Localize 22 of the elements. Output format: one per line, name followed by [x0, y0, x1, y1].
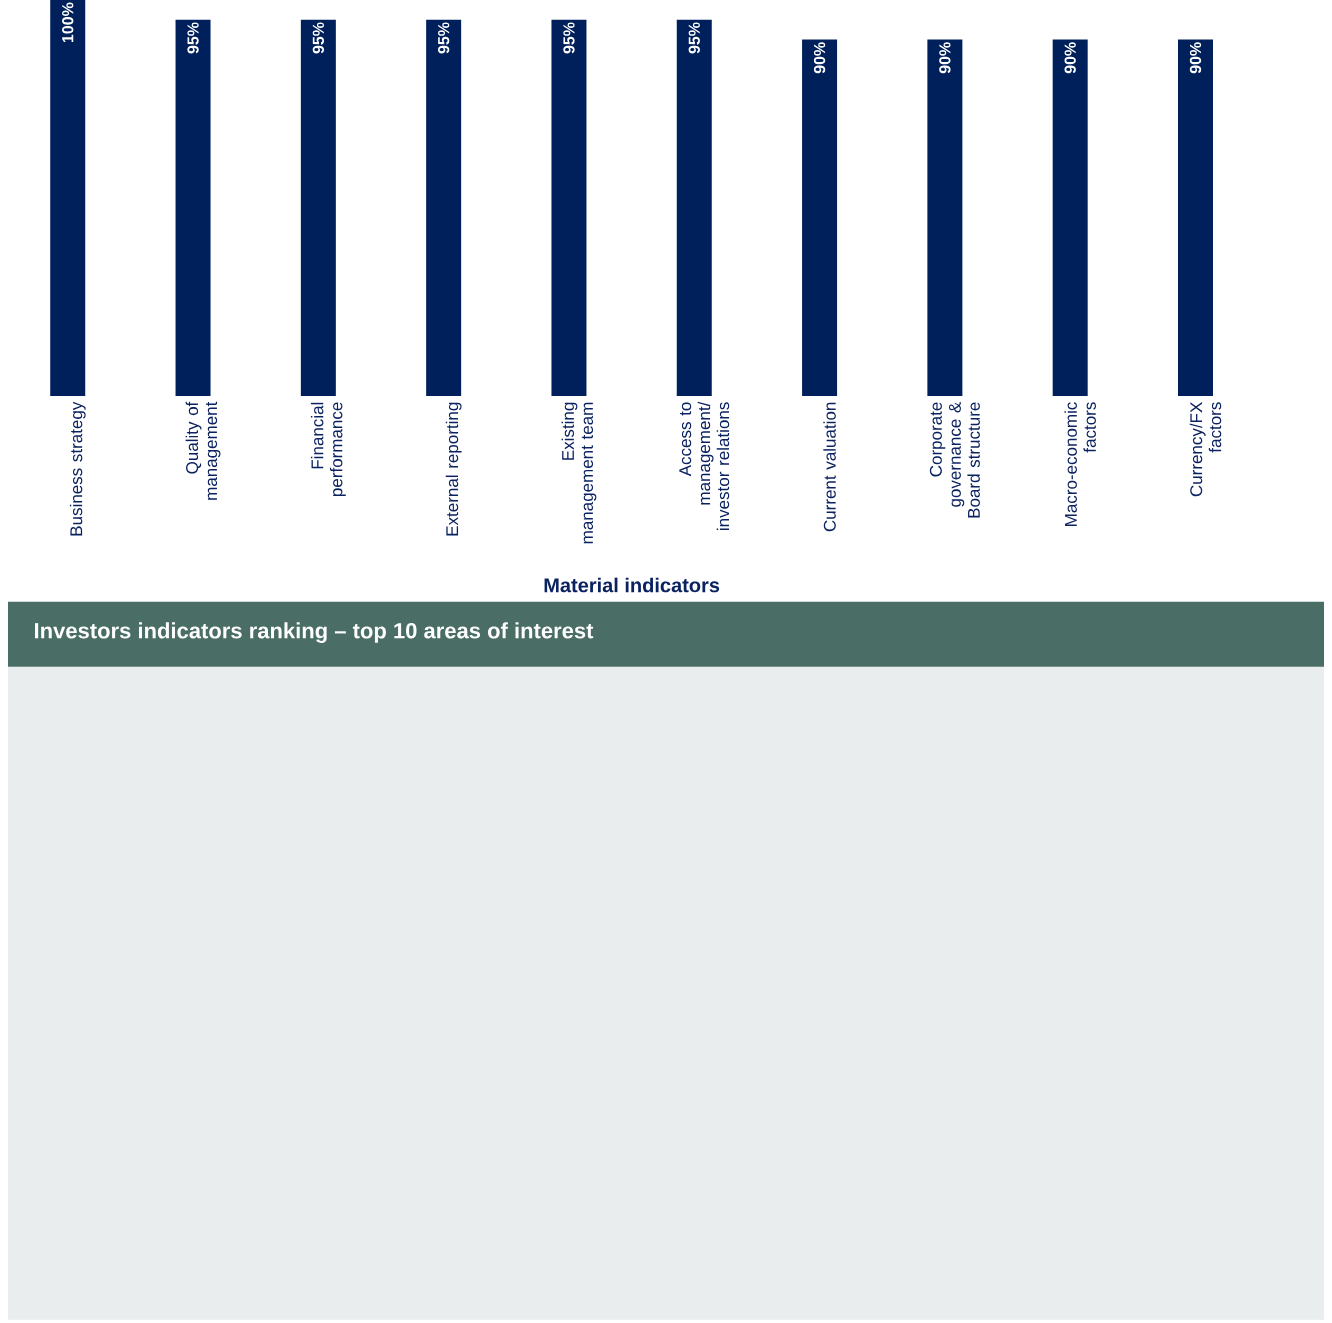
- data-label: 90%: [1189, 42, 1202, 74]
- x-tick-label: External reporting: [445, 402, 462, 536]
- x-tick-label: Business strategy: [69, 401, 86, 536]
- data-label: 90%: [1064, 42, 1076, 74]
- x-tick-label: Macro-economic factors: [1064, 402, 1096, 527]
- data-label: 100%: [62, 2, 74, 43]
- x-tick-label: Corporate governance & Board structure: [929, 402, 980, 518]
- data-label: 90%: [939, 42, 951, 74]
- data-label: 95%: [312, 22, 325, 54]
- x-axis-title: Material indicators: [544, 577, 720, 593]
- data-label: 95%: [563, 22, 575, 54]
- x-tick-label: Current valuation: [823, 402, 836, 532]
- x-tick-label: Quality of management: [185, 401, 221, 500]
- text: Investors indicators ranking – top 10 areas of interest: [35, 622, 594, 644]
- x-tick-label: Financial performance: [310, 402, 346, 497]
- x-tick-label: Existing management team: [561, 402, 597, 544]
- data-label: 90%: [813, 42, 826, 74]
- data-label: 95%: [187, 22, 199, 54]
- x-tick-label: Currency/FX factors: [1189, 402, 1222, 497]
- data-label: 95%: [437, 22, 450, 54]
- x-tick-label: Access to management/ investor relations: [679, 401, 730, 531]
- data-label: 95%: [688, 22, 700, 54]
